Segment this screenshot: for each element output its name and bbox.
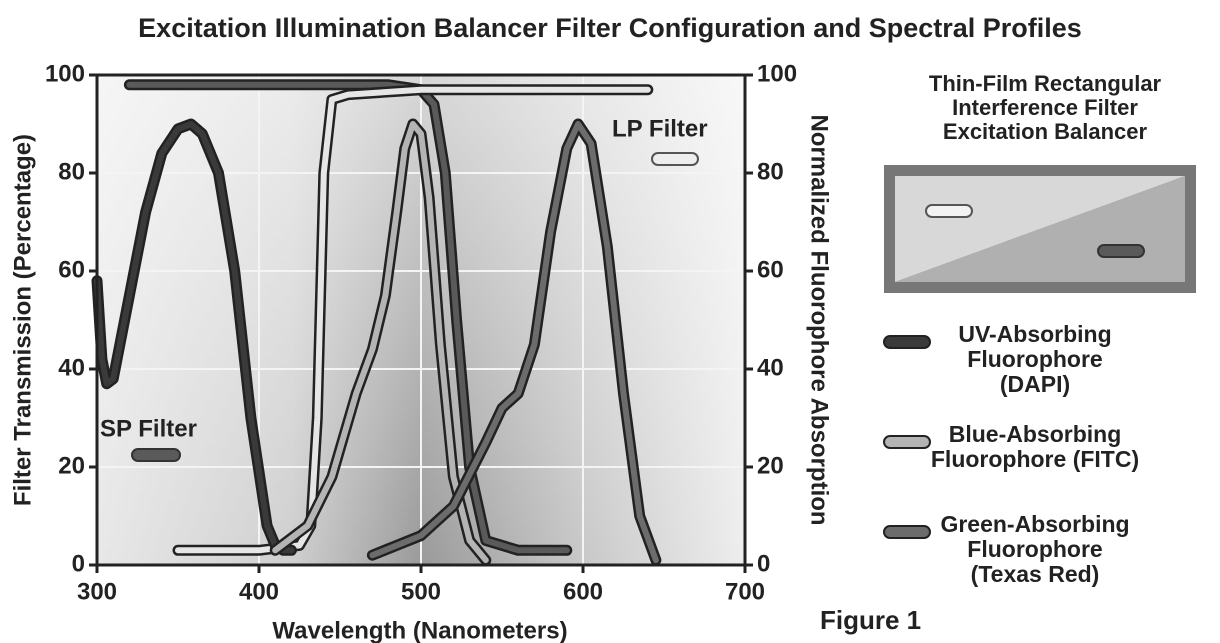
- y2-tick-label: 40: [757, 354, 784, 381]
- y2-tick-label: 20: [757, 452, 784, 479]
- legend-label: Blue-Absorbing Fluorophore (FITC): [930, 421, 1140, 472]
- line: [126, 81, 570, 554]
- legend-swatch: [883, 525, 931, 539]
- y-tick-label: 100: [45, 60, 85, 87]
- y-tick-label: 20: [58, 452, 85, 479]
- y-axis-label: Filter Transmission (Percentage): [9, 134, 36, 506]
- y2-tick-label: 80: [757, 158, 784, 185]
- x-tick-label: 700: [725, 578, 765, 605]
- annotation: LP Filter: [612, 115, 708, 142]
- chart-title: Excitation Illumination Balancer Filter …: [138, 13, 1082, 43]
- figure-label: Figure 1: [820, 605, 921, 635]
- y2-tick-label: 0: [757, 550, 770, 577]
- y-tick-label: 0: [72, 550, 85, 577]
- line: [94, 121, 295, 554]
- y2-tick-label: 100: [757, 60, 797, 87]
- x-tick-label: 500: [401, 578, 441, 605]
- legend-swatch: [883, 335, 931, 349]
- x-tick-label: 400: [239, 578, 279, 605]
- legend-label: UV-Absorbing Fluorophore (DAPI): [958, 321, 1112, 397]
- x-axis-label: Wavelength (Nanometers): [272, 617, 567, 643]
- line: [272, 121, 489, 564]
- lp-swatch: [925, 204, 973, 218]
- y-tick-label: 80: [58, 158, 85, 185]
- plot-frame: [95, 73, 747, 567]
- lp-filter-swatch: [651, 152, 699, 166]
- y-tick-label: 60: [58, 256, 85, 283]
- x-tick-label: 300: [77, 578, 117, 605]
- y2-tick-label: 60: [757, 256, 784, 283]
- y2-axis-label: Normalized Fluorophore Absorption: [806, 114, 833, 525]
- legend-label: Green-Absorbing Fluorophore (Texas Red): [940, 511, 1130, 587]
- sp-swatch: [1097, 244, 1145, 258]
- x-tick-label: 600: [563, 578, 603, 605]
- line: [369, 121, 659, 564]
- legend-swatch: [883, 435, 931, 449]
- sp-filter-swatch: [131, 448, 181, 462]
- filter-diagram: [884, 165, 1196, 293]
- annotation: SP Filter: [100, 415, 197, 442]
- y-tick-label: 40: [58, 354, 85, 381]
- filter-title: Thin-Film Rectangular Interference Filte…: [928, 71, 1162, 144]
